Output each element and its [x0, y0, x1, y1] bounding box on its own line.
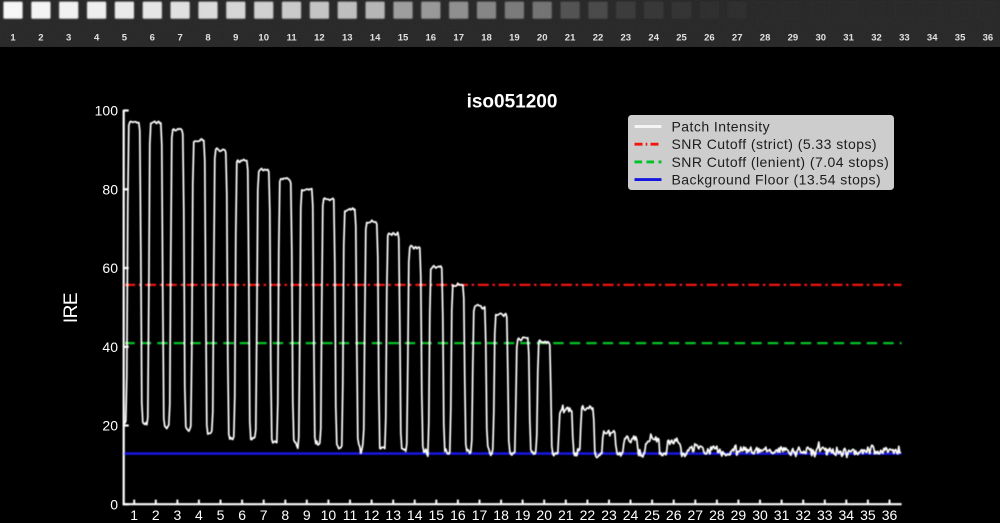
svg-text:20: 20: [102, 418, 118, 434]
svg-text:20: 20: [536, 507, 552, 523]
svg-text:60: 60: [102, 260, 118, 276]
svg-text:14: 14: [407, 507, 423, 523]
svg-text:12: 12: [364, 507, 380, 523]
svg-text:22: 22: [580, 507, 596, 523]
svg-text:100: 100: [95, 103, 119, 119]
svg-text:23: 23: [601, 507, 617, 523]
svg-text:SNR Cutoff (strict) (5.33 stop: SNR Cutoff (strict) (5.33 stops): [672, 136, 878, 152]
svg-text:SNR Cutoff (lenient) (7.04 sto: SNR Cutoff (lenient) (7.04 stops): [672, 154, 890, 170]
svg-text:19: 19: [515, 507, 531, 523]
svg-text:4: 4: [195, 507, 203, 523]
svg-text:40: 40: [102, 339, 118, 355]
svg-text:25: 25: [644, 507, 660, 523]
svg-text:30: 30: [752, 507, 768, 523]
svg-text:10: 10: [321, 507, 337, 523]
svg-text:17: 17: [472, 507, 488, 523]
svg-text:5: 5: [217, 507, 225, 523]
svg-text:2: 2: [152, 507, 160, 523]
svg-text:29: 29: [731, 507, 747, 523]
svg-text:iso051200: iso051200: [467, 92, 558, 113]
svg-text:24: 24: [623, 507, 639, 523]
svg-text:IRE: IRE: [61, 293, 82, 323]
svg-text:0: 0: [110, 496, 118, 512]
svg-text:34: 34: [839, 507, 855, 523]
svg-text:9: 9: [303, 507, 311, 523]
svg-text:27: 27: [688, 507, 704, 523]
svg-text:32: 32: [795, 507, 811, 523]
svg-text:21: 21: [558, 507, 574, 523]
svg-text:36: 36: [882, 507, 898, 523]
svg-text:33: 33: [817, 507, 833, 523]
svg-text:1: 1: [130, 507, 138, 523]
svg-text:16: 16: [450, 507, 466, 523]
svg-text:Patch Intensity: Patch Intensity: [672, 118, 771, 134]
svg-text:Background Floor (13.54 stops): Background Floor (13.54 stops): [672, 172, 882, 188]
svg-text:18: 18: [493, 507, 509, 523]
svg-text:11: 11: [343, 507, 358, 523]
svg-text:35: 35: [860, 507, 876, 523]
svg-text:26: 26: [666, 507, 682, 523]
svg-text:6: 6: [238, 507, 246, 523]
svg-text:7: 7: [260, 507, 268, 523]
svg-text:80: 80: [102, 181, 118, 197]
svg-text:13: 13: [385, 507, 401, 523]
svg-text:31: 31: [774, 507, 790, 523]
svg-text:8: 8: [281, 507, 289, 523]
svg-text:15: 15: [429, 507, 445, 523]
svg-text:28: 28: [709, 507, 725, 523]
svg-text:3: 3: [174, 507, 182, 523]
